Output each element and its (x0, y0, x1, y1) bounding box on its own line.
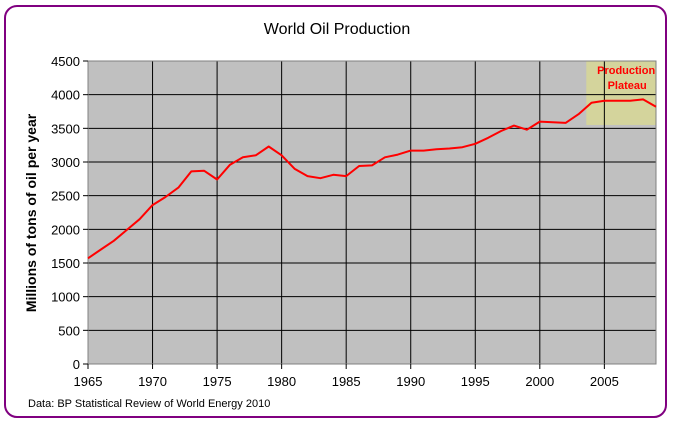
x-tick-label: 1975 (203, 374, 232, 389)
x-tick-label: 1965 (74, 374, 103, 389)
x-tick-label: 1985 (332, 374, 361, 389)
plot-border (87, 60, 657, 365)
y-tick-label: 0 (73, 357, 80, 372)
plateau-highlight (586, 61, 656, 125)
y-axis-label: Millions of tons of oil per year (23, 113, 39, 312)
y-tick-label: 1000 (51, 290, 80, 305)
plot-background (88, 61, 656, 364)
series-line (87, 98, 657, 260)
y-tick-label: 4500 (51, 54, 80, 69)
chart-title: World Oil Production (264, 21, 410, 38)
y-tick-label: 1500 (51, 256, 80, 271)
x-tick-label: 1980 (267, 374, 296, 389)
y-tick-label: 3000 (51, 155, 80, 170)
y-tick-label: 2000 (51, 222, 80, 237)
plot-area: 0 500 1000 1500 2000 2500 3000 3500 4000 4500 1965… (51, 54, 657, 389)
x-tick-label: 2005 (590, 374, 619, 389)
annotation-label: Production (597, 65, 655, 77)
x-tick-label: 2000 (525, 374, 554, 389)
x-tick-label: 1970 (138, 374, 167, 389)
x-tick-label: 1995 (461, 374, 490, 389)
annotation-label: Plateau (608, 80, 647, 92)
y-tick-label: 4000 (51, 88, 80, 103)
x-tick-label: 1990 (396, 374, 425, 389)
source-note: Data: BP Statistical Review of World Ene… (28, 398, 270, 410)
y-tick-label: 3500 (51, 121, 80, 136)
y-tick-label: 500 (58, 323, 80, 338)
y-tick-label: 2500 (51, 189, 80, 204)
